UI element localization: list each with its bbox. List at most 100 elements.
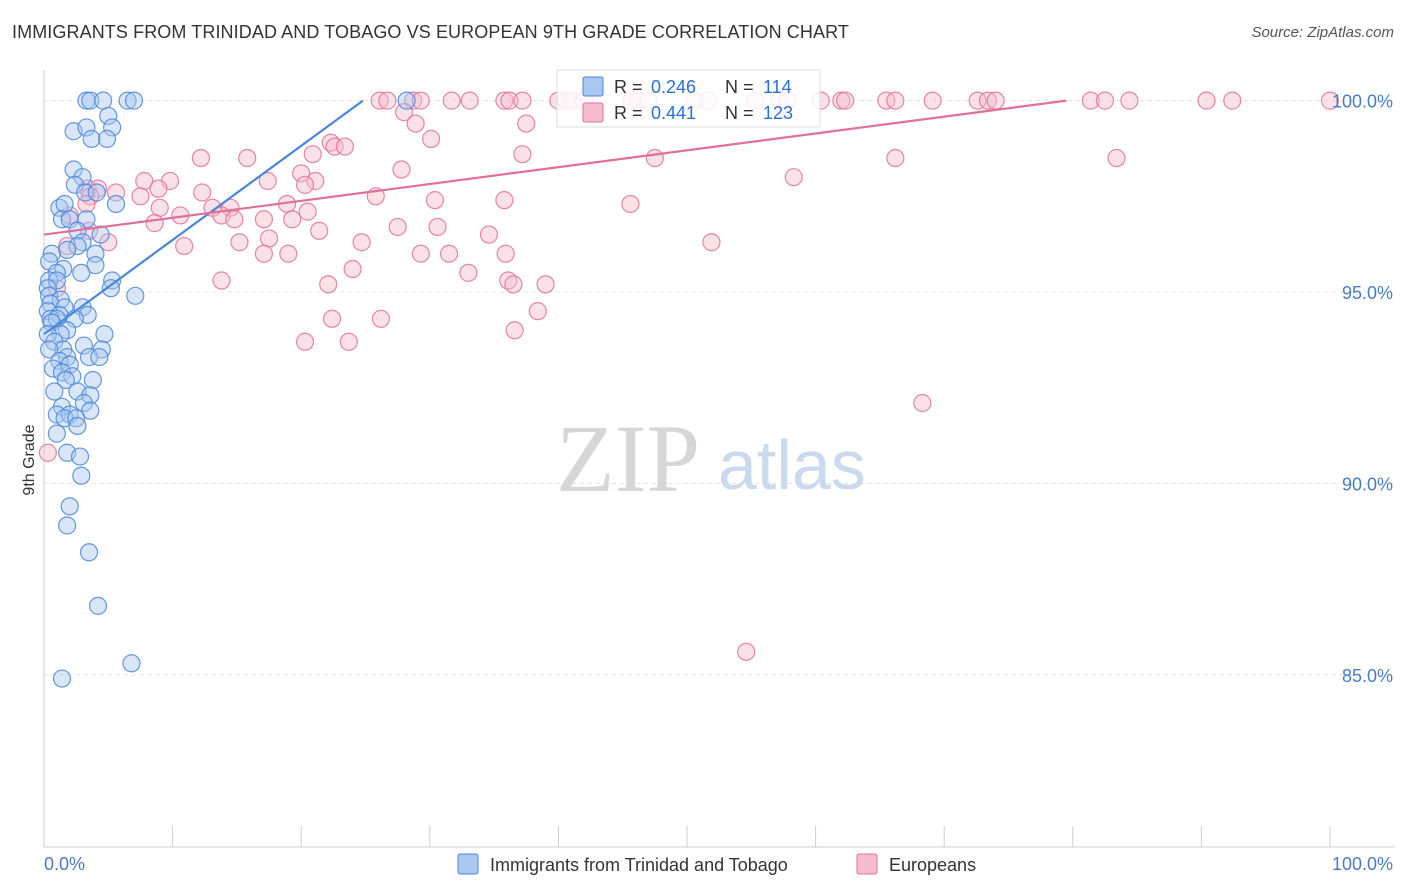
point-europeans bbox=[536, 275, 555, 294]
point-immigrants bbox=[87, 183, 106, 202]
chart-title: IMMIGRANTS FROM TRINIDAD AND TOBAGO VS E… bbox=[12, 22, 849, 42]
point-europeans bbox=[645, 148, 664, 168]
point-europeans bbox=[99, 233, 118, 252]
point-immigrants bbox=[47, 424, 66, 443]
point-immigrants bbox=[81, 91, 100, 110]
trend-line-europeans bbox=[43, 99, 1067, 236]
point-immigrants bbox=[95, 325, 114, 344]
point-europeans bbox=[292, 164, 311, 183]
point-europeans bbox=[238, 148, 257, 168]
point-europeans bbox=[425, 191, 445, 210]
point-immigrants bbox=[40, 286, 59, 305]
stats-n-value-0: 114 bbox=[763, 77, 792, 97]
point-europeans bbox=[295, 175, 315, 194]
point-immigrants bbox=[65, 175, 84, 194]
point-europeans bbox=[886, 91, 905, 110]
point-europeans bbox=[225, 210, 244, 229]
trend-line-immigrants bbox=[43, 99, 364, 335]
point-immigrants bbox=[118, 91, 137, 110]
point-europeans bbox=[411, 91, 430, 110]
y-tick-label: 100.0% bbox=[1332, 92, 1393, 112]
point-immigrants bbox=[45, 382, 64, 401]
stats-swatch-immigrants bbox=[582, 76, 604, 97]
point-europeans bbox=[322, 309, 342, 328]
x-tick-label: 0.0% bbox=[44, 854, 85, 874]
point-europeans bbox=[528, 302, 547, 321]
point-immigrants bbox=[79, 543, 99, 562]
point-europeans bbox=[913, 393, 932, 413]
point-europeans bbox=[77, 194, 96, 214]
point-europeans bbox=[460, 91, 479, 110]
point-immigrants bbox=[397, 91, 416, 110]
point-europeans bbox=[1120, 91, 1139, 110]
point-europeans bbox=[500, 91, 519, 110]
legend-label-europeans: Europeans bbox=[889, 855, 976, 875]
point-europeans bbox=[131, 187, 150, 206]
point-europeans bbox=[388, 217, 407, 237]
point-europeans bbox=[352, 233, 371, 252]
point-europeans bbox=[135, 171, 154, 191]
point-europeans bbox=[836, 91, 855, 110]
point-europeans bbox=[737, 642, 756, 661]
point-europeans bbox=[517, 114, 536, 133]
stats-n-value-1: 123 bbox=[763, 103, 793, 123]
point-europeans bbox=[259, 229, 279, 248]
point-immigrants bbox=[74, 336, 93, 355]
point-europeans bbox=[428, 217, 447, 237]
point-europeans bbox=[335, 137, 355, 156]
point-europeans bbox=[145, 214, 164, 233]
point-immigrants bbox=[126, 286, 145, 305]
source-credit: Source: ZipAtlas.com bbox=[1251, 24, 1394, 41]
point-immigrants bbox=[90, 347, 109, 367]
point-immigrants bbox=[70, 447, 90, 466]
point-immigrants bbox=[47, 263, 66, 282]
point-immigrants bbox=[58, 240, 77, 259]
point-europeans bbox=[1107, 148, 1126, 168]
point-europeans bbox=[479, 225, 499, 244]
y-tick-label: 90.0% bbox=[1342, 474, 1393, 494]
point-europeans bbox=[343, 259, 362, 279]
point-europeans bbox=[968, 91, 987, 110]
point-europeans bbox=[230, 233, 249, 252]
point-europeans bbox=[295, 332, 315, 351]
point-europeans bbox=[339, 332, 358, 351]
point-europeans bbox=[439, 244, 459, 263]
point-immigrants bbox=[68, 236, 87, 256]
y-tick-label: 95.0% bbox=[1342, 283, 1393, 303]
tick-labels: 100.0% 95.0% 90.0% 85.0% 0.0% 100.0% bbox=[44, 92, 1393, 874]
point-europeans bbox=[504, 275, 523, 294]
point-immigrants bbox=[82, 129, 101, 148]
point-europeans bbox=[371, 309, 391, 328]
point-immigrants bbox=[83, 370, 102, 390]
point-europeans bbox=[58, 236, 77, 256]
point-europeans bbox=[38, 443, 57, 462]
point-immigrants bbox=[40, 271, 59, 290]
point-europeans bbox=[505, 321, 524, 340]
point-europeans bbox=[254, 244, 274, 263]
stats-legend: R = 0.246 N = 114 R = 0.441 N = 123 bbox=[556, 69, 821, 128]
point-europeans bbox=[411, 244, 430, 263]
point-europeans bbox=[986, 91, 1005, 110]
point-europeans bbox=[319, 275, 338, 294]
point-europeans bbox=[298, 202, 317, 221]
point-immigrants bbox=[97, 129, 117, 148]
point-immigrants bbox=[55, 194, 74, 214]
point-europeans bbox=[150, 198, 169, 217]
point-europeans bbox=[1320, 91, 1340, 110]
point-europeans bbox=[394, 103, 414, 122]
point-europeans bbox=[378, 91, 397, 110]
point-europeans bbox=[283, 210, 302, 229]
point-immigrants bbox=[43, 359, 63, 378]
point-immigrants bbox=[103, 118, 122, 137]
stats-swatch-europeans bbox=[582, 102, 604, 123]
point-immigrants bbox=[58, 516, 77, 535]
point-europeans bbox=[303, 145, 322, 164]
stats-r-label-1: R = bbox=[614, 103, 643, 123]
stats-r-label-0: R = bbox=[614, 77, 643, 97]
point-immigrants bbox=[52, 669, 72, 688]
legend-swatch-immigrants bbox=[457, 853, 479, 875]
point-europeans bbox=[392, 160, 411, 179]
point-europeans bbox=[513, 91, 532, 110]
point-europeans bbox=[702, 233, 721, 252]
